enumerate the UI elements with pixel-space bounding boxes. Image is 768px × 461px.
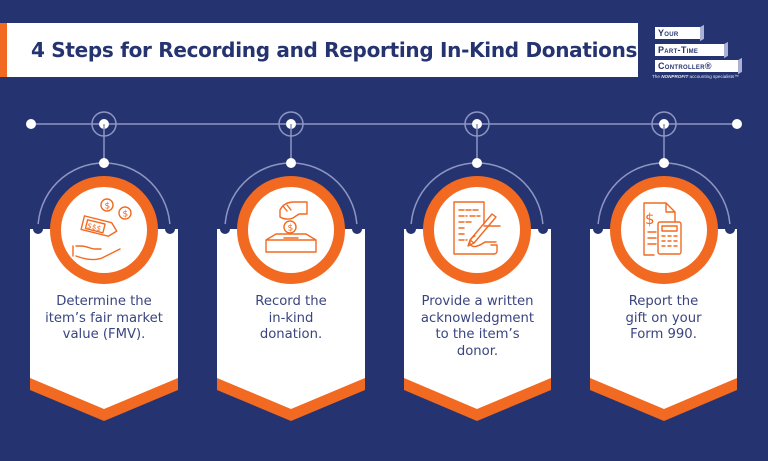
money-tag-hand-icon: $ $ $$$ [72,198,132,261]
step-4-text: Report the gift on your Form 990. [625,294,702,342]
signed-document-icon [453,201,501,255]
logo-line-2: Part-Time [655,44,724,56]
step-1-graphic [30,111,178,421]
svg-text:$$$: $$$ [86,221,102,233]
step-card-4: Report the gift on your Form 990. [590,0,737,461]
tax-form-calculator-icon: $ [643,202,682,256]
logo-line-1: Your [655,27,700,39]
svg-text:$: $ [645,210,655,228]
step-card-3: Provide a written acknowledgment to the it… [404,0,551,461]
step-3-graphic [404,111,551,421]
page-title: 4 Steps for Recording and Reporting In-K… [31,38,638,62]
timeline-end-dot [732,119,742,129]
svg-text:$: $ [123,210,129,220]
logo-tagline: The NONPROFIT accounting specialists™ [652,74,739,79]
timeline-start-dot [26,119,36,129]
svg-text:$: $ [288,224,294,234]
step-1-text: Determine the item’s fair market value (FM… [45,294,163,342]
logo-line-3: Controller® [655,60,738,72]
step-2-graphic [217,111,365,421]
step-card-2: Record the in-kind donation. [217,0,365,461]
svg-text:$: $ [105,202,111,212]
title-banner: 4 Steps for Recording and Reporting In-K… [0,23,638,77]
step-4-graphic [590,111,737,421]
step-3-text: Provide a written acknowledgment to the it… [420,294,535,359]
donation-box-icon: $ [265,201,317,253]
step-2-text: Record the in-kind donation. [255,294,327,342]
step-card-1: Determine the item’s fair market value (FM… [30,0,178,461]
